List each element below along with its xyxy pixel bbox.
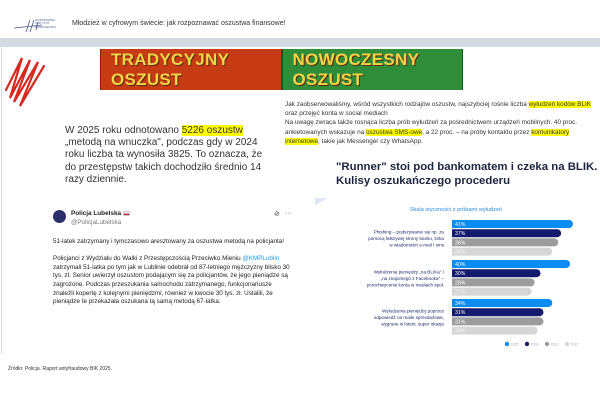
bar-value-label: 41% [455,222,466,228]
bar-2023 [452,278,535,287]
bar-value-label: 31% [455,319,466,325]
bar-value-label: 37% [455,231,466,237]
bar-value-label: 30% [455,271,466,277]
toolbar-strip [0,38,600,47]
article-title: "Runner" stoi pod bankomatem i czeka na … [336,161,598,187]
poland-flag-icon [123,210,131,216]
bar-2024 [452,229,562,238]
legend-marker-2024 [524,341,530,347]
legend-label: 2024 [531,343,539,347]
legend-marker-2022 [564,341,570,347]
bar-value-label: 28% [455,280,466,286]
chart-title: Skala styczności z próbami wyłudzeń [410,207,502,213]
header: WARSZAWSKI INSTYTUT BANKOWOŚCI Młodzież … [0,14,600,38]
bar-value-label: 31% [455,310,466,316]
bar-value-label: 27% [455,290,466,296]
source-note: Źródło: Policja. Raport antyfraudowy BIK… [8,366,112,372]
category-label: Wyłudzenia pieniędzy „na BLIKa" / „na zna… [367,269,445,287]
tweet-author[interactable]: Policja Lubelska [71,210,131,219]
legend-label: 2023 [551,343,559,347]
bar-2022 [452,247,553,256]
bar-value-label: 34% [455,301,466,307]
tweet-handle[interactable]: @PolicjaLubelska [71,219,122,226]
category-label: Phishing – podszywanie się np. za pomocą … [368,229,445,247]
left-paragraph: W 2025 roku odnotowano 5226 oszustw „met… [65,125,263,185]
bar-value-label: 29% [455,329,466,335]
bar-2025 [452,260,570,268]
right-paragraph: Jak zaobserwowaliśmy, wśród wszystkich r… [285,101,592,145]
banner-image: TRADYCYJNY OSZUST NOWOCZESNY OSZUST [100,49,463,90]
banner-traditional: TRADYCYJNY OSZUST [100,49,282,90]
logo-text: WARSZAWSKI INSTYTUT BANKOWOŚCI [35,18,56,29]
divider [1,47,2,354]
bar-2024 [452,269,541,278]
legend-marker-2023 [544,341,550,347]
bar-2024 [452,308,544,317]
scribble-decoration [4,57,46,107]
grok-icon[interactable]: ⊘ [274,211,280,218]
bar-2022 [452,287,532,296]
tweet-card[interactable]: Policja Lubelska @PolicjaLubelska ⊘ ··· … [48,205,298,345]
bar-2023 [452,238,559,247]
banner-modern: NOWOCZESNY OSZUST [281,49,463,90]
legend-label: 2022 [571,343,579,347]
legend-label: 2025 [511,343,519,347]
institute-logo [13,19,43,33]
page-title: Młodzież w cyfrowym świecie: jak rozpozn… [72,20,286,27]
corner-decoration [315,198,328,205]
bar-value-label: 34% [455,250,466,256]
bar-2022 [452,326,538,335]
bar-value-label: 36% [455,240,466,246]
tweet-body: 51-latek zatrzymany i tymczasowo areszto… [53,238,290,306]
bar-2025 [452,299,553,307]
fraud-chart: Skala styczności z próbami wyłudzeń Phis… [315,198,579,347]
bar-value-label: 40% [455,262,466,268]
category-label: Wyłudzenia pieniędzy poprzez odpowiedź na… [374,308,445,326]
bar-2025 [452,220,573,228]
legend-marker-2025 [504,341,510,347]
more-icon[interactable]: ··· [285,210,292,217]
avatar[interactable] [53,210,66,223]
mention-link[interactable]: @KMPLublin [242,255,280,263]
bar-2023 [452,317,544,326]
